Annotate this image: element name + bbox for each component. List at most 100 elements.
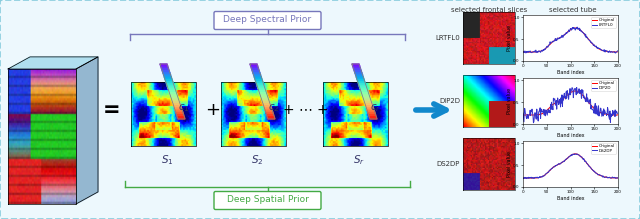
Polygon shape <box>353 66 360 68</box>
DIP2D <box>519 112 527 114</box>
DS2DP <box>607 177 614 179</box>
Original <box>523 51 531 53</box>
Text: DS2DP: DS2DP <box>436 161 460 167</box>
Polygon shape <box>166 84 174 86</box>
Polygon shape <box>360 88 367 90</box>
LRTFL0 <box>610 51 618 53</box>
Text: + $\cdots$ +: + $\cdots$ + <box>282 103 328 117</box>
DS2DP <box>519 177 527 179</box>
Polygon shape <box>266 112 273 115</box>
Original <box>572 152 579 155</box>
Polygon shape <box>257 84 264 86</box>
LRTFL0 <box>519 51 527 54</box>
Polygon shape <box>177 115 184 117</box>
Polygon shape <box>364 99 371 101</box>
Polygon shape <box>173 104 180 106</box>
Polygon shape <box>365 104 372 106</box>
Polygon shape <box>170 95 178 97</box>
Polygon shape <box>362 93 369 95</box>
Polygon shape <box>174 108 182 110</box>
Polygon shape <box>364 101 372 104</box>
Polygon shape <box>168 88 175 90</box>
Polygon shape <box>252 71 260 73</box>
Polygon shape <box>256 82 264 84</box>
Polygon shape <box>76 57 98 204</box>
Original <box>520 114 527 117</box>
Original <box>519 51 527 53</box>
X-axis label: Band index: Band index <box>557 133 584 138</box>
LRTFL0 <box>607 51 614 54</box>
Original <box>607 51 614 53</box>
DIP2D <box>614 112 621 115</box>
FancyBboxPatch shape <box>214 191 321 210</box>
Line: DIP2D: DIP2D <box>523 87 618 123</box>
Y-axis label: Pixel value: Pixel value <box>507 25 511 51</box>
Polygon shape <box>161 66 168 68</box>
Polygon shape <box>363 97 371 99</box>
Original <box>519 114 527 116</box>
LRTFL0 <box>545 44 552 47</box>
DIP2D <box>523 117 531 120</box>
Text: =: = <box>103 100 121 120</box>
DIP2D <box>610 111 618 113</box>
Text: $S_1$: $S_1$ <box>161 153 173 167</box>
Text: +: + <box>205 101 221 119</box>
Polygon shape <box>264 106 271 108</box>
Polygon shape <box>369 117 377 119</box>
Polygon shape <box>250 64 258 66</box>
Polygon shape <box>253 75 261 77</box>
Original <box>606 176 614 179</box>
Legend: Original, LRTFL0: Original, LRTFL0 <box>591 17 616 28</box>
Polygon shape <box>362 95 370 97</box>
Polygon shape <box>163 73 171 75</box>
Text: $S_2$: $S_2$ <box>251 153 263 167</box>
Text: Deep Spatial Prior: Deep Spatial Prior <box>227 196 308 205</box>
Text: Deep Spectral Prior: Deep Spectral Prior <box>223 16 312 25</box>
DIP2D <box>525 115 532 117</box>
Polygon shape <box>169 90 177 93</box>
Polygon shape <box>263 104 271 106</box>
Text: $S_r$: $S_r$ <box>353 153 365 167</box>
Legend: Original, DS2DP: Original, DS2DP <box>591 143 616 154</box>
Polygon shape <box>354 71 362 73</box>
LRTFL0 <box>573 26 581 28</box>
Polygon shape <box>353 68 361 71</box>
Original <box>537 113 545 115</box>
Original <box>525 51 533 53</box>
DS2DP <box>524 176 531 179</box>
Original <box>607 113 614 116</box>
Y-axis label: Pixel value: Pixel value <box>507 151 511 177</box>
Original <box>525 114 533 116</box>
Polygon shape <box>172 99 179 101</box>
Polygon shape <box>357 79 365 82</box>
Polygon shape <box>259 93 267 95</box>
Original <box>525 177 532 179</box>
Polygon shape <box>352 64 360 66</box>
Original <box>524 51 532 53</box>
Original <box>524 114 531 116</box>
Polygon shape <box>361 90 369 93</box>
Polygon shape <box>160 64 168 66</box>
Polygon shape <box>177 117 185 119</box>
LRTFL0 <box>614 49 621 52</box>
X-axis label: Band index: Band index <box>557 196 584 201</box>
DIP2D <box>607 121 614 124</box>
Text: LRTFL0: LRTFL0 <box>435 35 460 41</box>
Polygon shape <box>267 115 275 117</box>
Polygon shape <box>176 112 184 115</box>
Polygon shape <box>358 82 365 84</box>
Original <box>545 171 552 173</box>
Polygon shape <box>166 82 173 84</box>
Polygon shape <box>170 93 177 95</box>
DIP2D <box>545 111 552 113</box>
Polygon shape <box>161 68 169 71</box>
Polygon shape <box>253 73 260 75</box>
Original <box>545 107 552 110</box>
Text: selected tube: selected tube <box>548 7 596 13</box>
Polygon shape <box>258 88 266 90</box>
LRTFL0 <box>522 52 530 54</box>
Original <box>571 90 579 92</box>
Legend: Original, DIP2D: Original, DIP2D <box>591 80 616 91</box>
DS2DP <box>537 175 545 178</box>
Original <box>609 176 617 179</box>
